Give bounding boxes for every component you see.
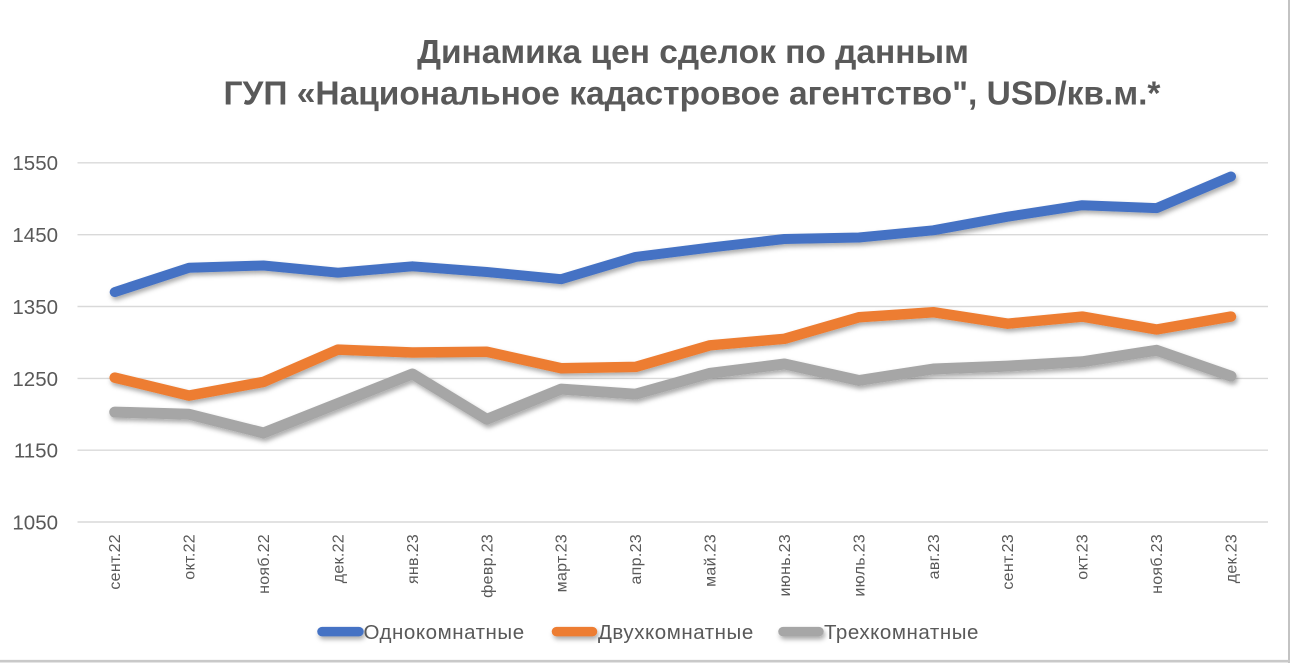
svg-text:1150: 1150 bbox=[14, 440, 58, 463]
svg-text:дек.22: дек.22 bbox=[331, 534, 348, 583]
svg-text:нояб.23: нояб.23 bbox=[1149, 534, 1166, 594]
svg-text:февр.23: февр.23 bbox=[479, 534, 496, 598]
svg-text:нояб.22: нояб.22 bbox=[256, 534, 273, 594]
svg-text:1050: 1050 bbox=[12, 511, 58, 534]
svg-text:окт.22: окт.22 bbox=[182, 534, 199, 580]
svg-text:дек.23: дек.23 bbox=[1224, 534, 1241, 583]
svg-text:апр.23: апр.23 bbox=[628, 534, 645, 585]
svg-text:1250: 1250 bbox=[12, 368, 58, 391]
svg-text:июль.23: июль.23 bbox=[851, 534, 868, 597]
svg-text:Динамика цен сделок по данным: Динамика цен сделок по данным bbox=[417, 34, 969, 71]
svg-text:Однокомнатные: Однокомнатные bbox=[364, 621, 525, 644]
svg-text:Трехкомнатные: Трехкомнатные bbox=[824, 621, 979, 644]
svg-text:1450: 1450 bbox=[12, 224, 58, 247]
svg-text:сент.23: сент.23 bbox=[1000, 534, 1017, 590]
svg-text:1350: 1350 bbox=[12, 296, 58, 319]
svg-text:янв.23: янв.23 bbox=[405, 534, 422, 584]
svg-text:ГУП «Национальное кадастровое: ГУП «Национальное кадастровое агентство"… bbox=[224, 76, 1161, 113]
svg-text:июнь.23: июнь.23 bbox=[777, 534, 794, 596]
svg-text:окт.23: окт.23 bbox=[1075, 534, 1092, 580]
svg-text:1550: 1550 bbox=[12, 152, 58, 175]
svg-text:май.23: май.23 bbox=[703, 534, 720, 587]
svg-text:сент.22: сент.22 bbox=[107, 534, 124, 590]
svg-text:март.23: март.23 bbox=[554, 534, 571, 592]
svg-text:Двухкомнатные: Двухкомнатные bbox=[598, 621, 754, 644]
svg-text:авг.23: авг.23 bbox=[926, 534, 943, 579]
